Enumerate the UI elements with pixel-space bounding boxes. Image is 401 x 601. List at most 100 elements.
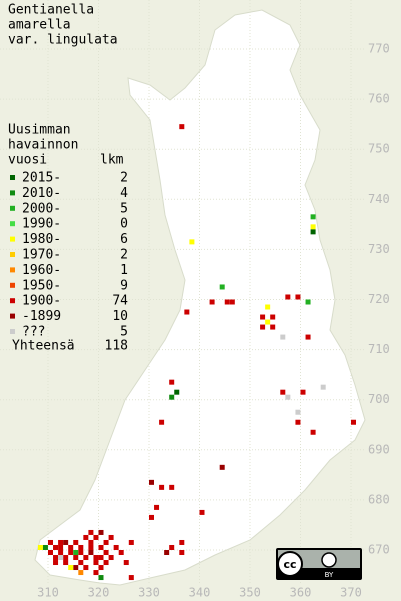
legend-count: 2 (120, 171, 128, 186)
count-heading: lkm (100, 153, 124, 168)
legend-swatch (10, 205, 15, 211)
legend-swatch (10, 329, 15, 334)
record-square (295, 409, 301, 415)
y-tick-label: 750 (368, 142, 390, 156)
record-square (199, 509, 205, 515)
record-square (88, 544, 94, 550)
record-square (285, 394, 291, 400)
record-square (189, 239, 195, 245)
record-square (83, 555, 89, 561)
legend-count: 5 (120, 325, 128, 340)
record-square (83, 534, 89, 540)
record-square (310, 214, 316, 220)
record-square (78, 544, 84, 550)
record-square (63, 555, 69, 561)
record-square (53, 544, 59, 550)
legend-count: 5 (120, 201, 128, 216)
record-square (98, 544, 104, 550)
legend-label: 1950- (22, 278, 61, 293)
title: Gentianella (8, 3, 94, 18)
license-badge: cc BY (276, 548, 362, 580)
record-square (265, 304, 271, 310)
record-square (93, 555, 99, 561)
record-square (68, 544, 74, 550)
record-square (179, 539, 185, 545)
legend-label: -1899 (22, 309, 61, 324)
legend-count: 4 (120, 186, 128, 201)
total-label: Yhteensä (12, 339, 75, 354)
legend-count: 74 (112, 294, 128, 309)
legend-swatch (10, 282, 15, 288)
record-square (93, 570, 99, 576)
record-square (179, 550, 185, 555)
legend-swatch (10, 267, 15, 273)
record-square (270, 314, 276, 320)
record-square (98, 529, 104, 535)
record-square (305, 299, 311, 305)
record-square (320, 384, 326, 390)
record-square (118, 550, 124, 555)
record-square (219, 284, 225, 290)
legend-count: 9 (120, 278, 128, 293)
record-square (93, 534, 99, 540)
record-square (78, 570, 84, 576)
legend-label: 2010- (22, 186, 61, 201)
legend-label: 1900- (22, 294, 61, 309)
record-square (48, 539, 53, 545)
by-text: BY (325, 571, 334, 579)
legend-count: 1 (120, 263, 128, 278)
legend-swatch (10, 236, 15, 242)
x-tick-label: 330 (138, 586, 160, 600)
record-square (169, 544, 175, 550)
record-square (164, 550, 170, 555)
record-square (351, 419, 356, 425)
record-square (37, 544, 43, 550)
record-square (48, 550, 53, 555)
record-square (53, 555, 59, 561)
legend-label: 1960- (22, 263, 61, 278)
record-square (169, 484, 175, 490)
title: amarella (8, 18, 71, 33)
record-square (224, 299, 230, 305)
record-square (149, 479, 154, 485)
legend-swatch (10, 190, 15, 196)
title: var. lingulata (8, 33, 118, 48)
record-square (310, 429, 316, 435)
record-square (123, 560, 129, 566)
record-square (103, 560, 109, 566)
record-square (98, 555, 104, 561)
x-tick-label: 370 (340, 586, 362, 600)
legend-label: 1990- (22, 217, 61, 232)
legend-label: 1970- (22, 248, 61, 263)
record-square (58, 539, 64, 545)
record-square (73, 565, 79, 571)
y-tick-label: 770 (368, 42, 390, 56)
record-square (98, 575, 104, 581)
record-square (103, 539, 109, 545)
x-tick-label: 310 (37, 586, 59, 600)
legend-swatch (10, 252, 15, 257)
record-square (154, 504, 160, 510)
legend-swatch (10, 221, 15, 227)
record-square (98, 565, 104, 571)
legend-count: 2 (120, 248, 128, 263)
record-square (103, 550, 109, 555)
x-tick-label: 350 (239, 586, 261, 600)
record-square (280, 334, 286, 340)
y-tick-label: 710 (368, 342, 390, 356)
record-square (305, 334, 311, 340)
by-icon (321, 552, 337, 568)
record-square (174, 389, 180, 395)
record-square (184, 309, 190, 315)
record-square (78, 560, 84, 566)
legend-heading: vuosi (8, 153, 47, 168)
record-square (260, 314, 266, 320)
record-square (73, 555, 79, 561)
legend-label: 1980- (22, 232, 61, 247)
record-square (159, 419, 165, 425)
record-square (169, 394, 175, 400)
record-square (219, 464, 225, 470)
record-square (285, 294, 291, 300)
y-tick-label: 700 (368, 392, 390, 406)
legend-count: 0 (120, 217, 128, 232)
